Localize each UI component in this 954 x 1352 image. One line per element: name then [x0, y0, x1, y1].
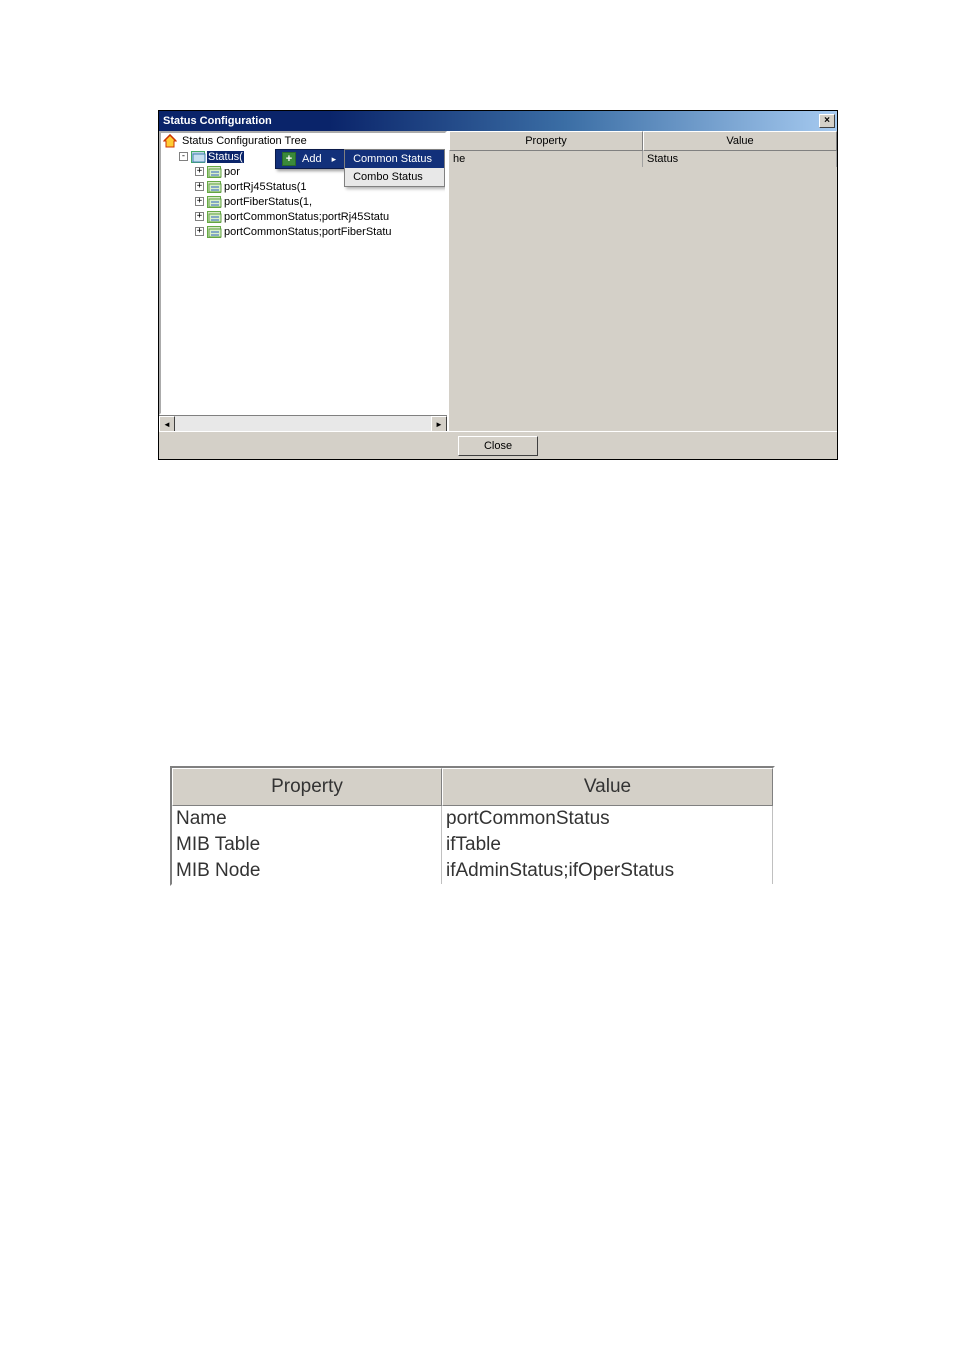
- horizontal-scrollbar[interactable]: ◄ ►: [159, 415, 447, 431]
- tree-node-label: Status(: [207, 151, 244, 163]
- tree-node-status[interactable]: - Status( + Add ▸: [177, 149, 445, 164]
- table-row[interactable]: MIB Node ifAdminStatus;ifOperStatus: [172, 858, 773, 884]
- folder-icon: [191, 151, 205, 163]
- add-icon: +: [282, 152, 296, 166]
- tree-node-label: portFiberStatus(1,: [223, 196, 313, 208]
- scroll-right-button[interactable]: ►: [431, 416, 447, 432]
- column-header-value[interactable]: Value: [643, 131, 837, 151]
- detail-table: Property Value Name portCommonStatus MIB…: [170, 766, 775, 886]
- property-cell: he: [449, 151, 643, 167]
- table-row[interactable]: Name portCommonStatus: [172, 806, 773, 832]
- column-header-value[interactable]: Value: [442, 768, 773, 806]
- submenu-item-common-status[interactable]: Common Status: [345, 150, 444, 168]
- table-row[interactable]: MIB Table ifTable: [172, 832, 773, 858]
- tree-root[interactable]: Status Configuration Tree: [161, 133, 445, 149]
- scroll-left-button[interactable]: ◄: [159, 416, 175, 432]
- property-cell: MIB Table: [172, 832, 442, 858]
- value-cell: Status: [643, 151, 837, 167]
- context-menu[interactable]: + Add ▸ Common Status Combo Status: [275, 149, 345, 169]
- menu-item-label: Add: [302, 153, 322, 165]
- value-cell: portCommonStatus: [442, 806, 773, 832]
- expand-icon[interactable]: +: [195, 167, 204, 176]
- tree-node[interactable]: + portFiberStatus(1,: [193, 194, 445, 209]
- property-grid[interactable]: he Status: [449, 151, 837, 431]
- tree-node[interactable]: + portCommonStatus;portRj45Statu: [193, 209, 445, 224]
- property-cell: Name: [172, 806, 442, 832]
- value-cell: ifAdminStatus;ifOperStatus: [442, 858, 773, 884]
- expand-icon[interactable]: +: [195, 182, 204, 191]
- leaf-icon: [207, 196, 221, 208]
- tree-node-label: por: [223, 166, 241, 178]
- tree-node-label: portRj45Status(1: [223, 181, 308, 193]
- tree-node-label: portCommonStatus;portRj45Statu: [223, 211, 390, 223]
- property-panel: Property Value he Status: [449, 131, 837, 431]
- close-icon[interactable]: ×: [819, 114, 835, 128]
- home-icon: [163, 134, 177, 148]
- tree-root-label: Status Configuration Tree: [181, 135, 308, 147]
- tree-node-label: portCommonStatus;portFiberStatu: [223, 226, 393, 238]
- detail-table-header: Property Value: [172, 768, 773, 806]
- expand-icon[interactable]: +: [195, 227, 204, 236]
- column-header-property[interactable]: Property: [449, 131, 643, 151]
- collapse-icon[interactable]: -: [179, 152, 188, 161]
- close-button[interactable]: Close: [458, 436, 538, 456]
- column-header-property[interactable]: Property: [172, 768, 442, 806]
- submenu-item-combo-status[interactable]: Combo Status: [345, 168, 444, 186]
- expand-icon[interactable]: +: [195, 212, 204, 221]
- titlebar: Status Configuration ×: [159, 111, 837, 131]
- leaf-icon: [207, 166, 221, 178]
- submenu-arrow-icon: ▸: [332, 154, 337, 165]
- dialog-button-bar: Close: [159, 431, 837, 459]
- property-header: Property Value: [449, 131, 837, 151]
- menu-item-add[interactable]: + Add ▸ Common Status Combo Status: [276, 150, 344, 168]
- expand-icon[interactable]: +: [195, 197, 204, 206]
- property-row[interactable]: he Status: [449, 151, 837, 167]
- tree-panel: Status Configuration Tree - Status(: [159, 131, 449, 431]
- status-configuration-dialog: Status Configuration × Status: [158, 110, 838, 460]
- value-cell: ifTable: [442, 832, 773, 858]
- leaf-icon: [207, 211, 221, 223]
- property-cell: MIB Node: [172, 858, 442, 884]
- scroll-track[interactable]: [175, 416, 431, 431]
- tree-view[interactable]: Status Configuration Tree - Status(: [159, 131, 447, 415]
- window-title: Status Configuration: [163, 115, 819, 127]
- leaf-icon: [207, 226, 221, 238]
- tree-node[interactable]: + portCommonStatus;portFiberStatu: [193, 224, 445, 239]
- submenu: Common Status Combo Status: [344, 149, 445, 187]
- leaf-icon: [207, 181, 221, 193]
